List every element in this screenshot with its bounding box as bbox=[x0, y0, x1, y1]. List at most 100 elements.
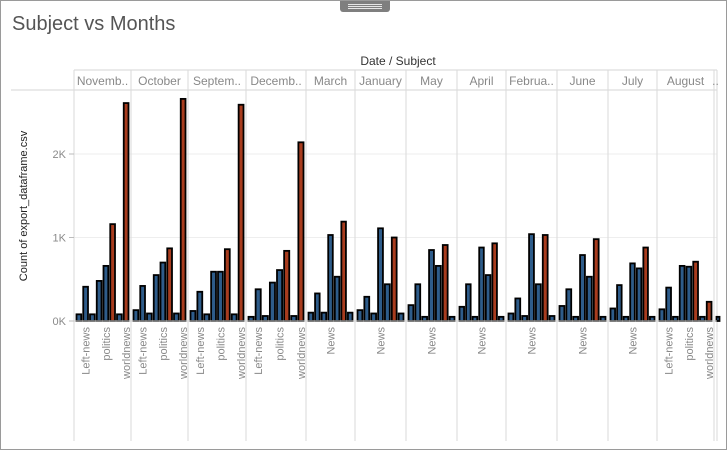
bar[interactable] bbox=[616, 284, 623, 322]
bar[interactable] bbox=[658, 308, 666, 322]
bar[interactable] bbox=[705, 300, 713, 322]
bar[interactable] bbox=[548, 315, 556, 322]
bar[interactable] bbox=[203, 313, 211, 322]
bar[interactable] bbox=[356, 309, 364, 322]
bar[interactable] bbox=[390, 236, 398, 322]
bar[interactable] bbox=[189, 310, 197, 322]
bar[interactable] bbox=[629, 262, 636, 322]
bar[interactable] bbox=[283, 249, 291, 322]
bar[interactable] bbox=[152, 274, 160, 322]
bar[interactable] bbox=[268, 281, 276, 322]
subject-label: Left-news bbox=[253, 327, 265, 375]
bar[interactable] bbox=[230, 313, 238, 322]
bar[interactable] bbox=[521, 315, 528, 322]
bar[interactable] bbox=[465, 283, 472, 322]
subject-label: worldnews bbox=[704, 327, 716, 380]
bar[interactable] bbox=[579, 254, 586, 322]
bar[interactable] bbox=[384, 283, 391, 322]
bar[interactable] bbox=[635, 267, 643, 322]
bar[interactable] bbox=[441, 244, 449, 322]
bar[interactable] bbox=[333, 275, 341, 322]
bar[interactable] bbox=[307, 311, 314, 322]
bar[interactable] bbox=[665, 286, 672, 322]
subject-label: News bbox=[326, 327, 338, 355]
bar[interactable] bbox=[223, 248, 231, 322]
bar[interactable] bbox=[75, 313, 83, 322]
bar[interactable] bbox=[347, 311, 354, 322]
bar[interactable] bbox=[599, 315, 607, 322]
bar[interactable] bbox=[314, 292, 321, 322]
bar[interactable] bbox=[478, 246, 485, 322]
bar[interactable] bbox=[327, 234, 334, 322]
bar[interactable] bbox=[139, 285, 146, 322]
bar[interactable] bbox=[363, 295, 371, 322]
bar[interactable] bbox=[498, 315, 505, 322]
bar[interactable] bbox=[642, 246, 649, 322]
bar[interactable] bbox=[254, 288, 262, 322]
bar[interactable] bbox=[699, 315, 706, 322]
bar[interactable] bbox=[421, 315, 428, 322]
bar[interactable] bbox=[237, 103, 245, 322]
bar[interactable] bbox=[217, 270, 224, 322]
bar[interactable] bbox=[484, 274, 492, 322]
bar[interactable] bbox=[491, 242, 498, 322]
month-header-label: .. bbox=[712, 74, 719, 88]
bar[interactable] bbox=[678, 264, 686, 322]
bar[interactable] bbox=[558, 305, 566, 322]
bar[interactable] bbox=[592, 238, 600, 322]
bar[interactable] bbox=[276, 269, 284, 322]
subject-label: worldnews bbox=[121, 327, 133, 380]
bar[interactable] bbox=[122, 102, 130, 322]
bar[interactable] bbox=[414, 283, 422, 322]
bar[interactable] bbox=[507, 312, 515, 322]
bar[interactable] bbox=[247, 315, 255, 322]
drag-handle[interactable] bbox=[340, 1, 390, 12]
bar[interactable] bbox=[297, 141, 305, 322]
bar[interactable] bbox=[95, 280, 103, 322]
month-pane: Februa.. News bbox=[507, 74, 556, 355]
bar[interactable] bbox=[109, 223, 116, 322]
bar[interactable] bbox=[692, 260, 699, 322]
bar[interactable] bbox=[528, 233, 535, 322]
bar[interactable] bbox=[116, 313, 123, 322]
bar[interactable] bbox=[407, 304, 415, 322]
bar[interactable] bbox=[622, 315, 630, 322]
bar[interactable] bbox=[672, 315, 679, 322]
bar[interactable] bbox=[159, 261, 167, 322]
bar[interactable] bbox=[586, 275, 593, 322]
bar[interactable] bbox=[541, 234, 549, 322]
bar[interactable] bbox=[397, 312, 405, 322]
bar[interactable] bbox=[572, 315, 579, 322]
bar[interactable] bbox=[146, 312, 153, 322]
bar[interactable] bbox=[82, 285, 89, 322]
bar[interactable] bbox=[514, 297, 522, 322]
y-tick-label: 1K bbox=[53, 233, 67, 245]
bar[interactable] bbox=[320, 311, 328, 322]
bar[interactable] bbox=[535, 283, 542, 322]
bar[interactable] bbox=[471, 315, 479, 322]
bar[interactable] bbox=[715, 315, 721, 322]
bar[interactable] bbox=[173, 312, 180, 322]
bar[interactable] bbox=[685, 265, 693, 322]
bar[interactable] bbox=[290, 315, 298, 322]
bar[interactable] bbox=[132, 309, 140, 322]
bar[interactable] bbox=[340, 220, 347, 322]
bar[interactable] bbox=[370, 312, 377, 322]
bar[interactable] bbox=[377, 227, 384, 322]
month-header-label: Decemb.. bbox=[250, 74, 301, 88]
bar[interactable] bbox=[435, 264, 442, 322]
bar[interactable] bbox=[179, 97, 187, 322]
bar[interactable] bbox=[102, 264, 110, 322]
bar[interactable] bbox=[458, 305, 465, 322]
bar[interactable] bbox=[609, 307, 616, 322]
bar[interactable] bbox=[448, 315, 456, 322]
bar[interactable] bbox=[428, 249, 435, 322]
bar[interactable] bbox=[196, 290, 204, 322]
bar[interactable] bbox=[261, 315, 269, 322]
bar[interactable] bbox=[649, 315, 656, 322]
bar[interactable] bbox=[166, 247, 173, 322]
bar[interactable] bbox=[89, 313, 96, 322]
subject-label: News bbox=[578, 327, 590, 355]
bar[interactable] bbox=[210, 270, 217, 322]
bar[interactable] bbox=[565, 288, 573, 322]
